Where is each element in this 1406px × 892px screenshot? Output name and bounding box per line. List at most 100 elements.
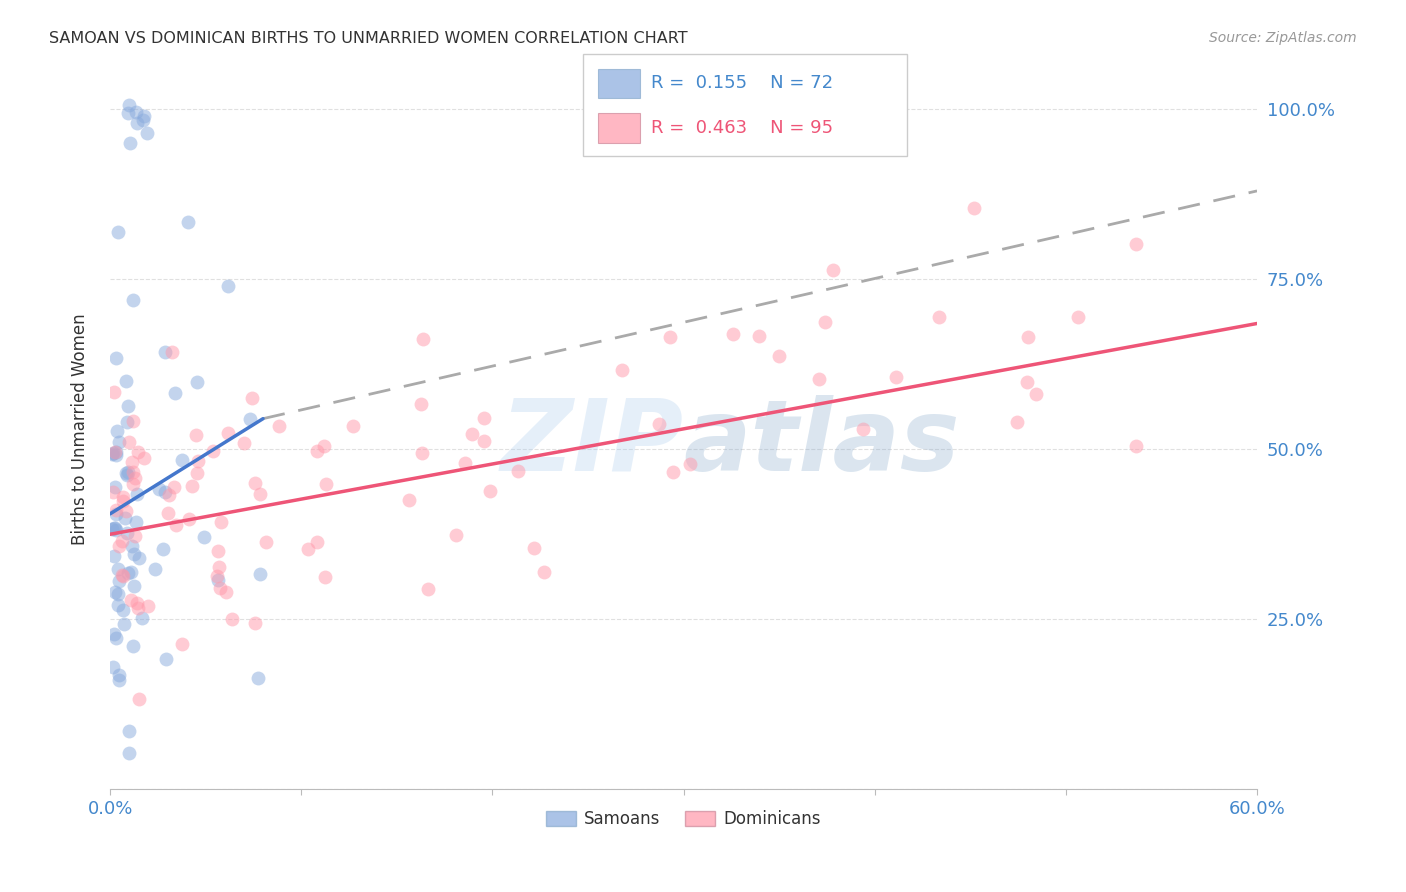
Point bbox=[201, 444, 224, 458]
Point bbox=[1005, 415, 1028, 429]
Point bbox=[101, 447, 124, 461]
Point bbox=[823, 263, 845, 277]
Point bbox=[136, 126, 159, 140]
Point bbox=[124, 471, 146, 485]
Point bbox=[131, 611, 153, 625]
Point bbox=[127, 116, 149, 130]
Point bbox=[207, 544, 229, 558]
Point bbox=[647, 417, 669, 431]
Point bbox=[506, 464, 529, 478]
Point bbox=[217, 425, 239, 440]
Point bbox=[659, 330, 682, 344]
Point bbox=[132, 109, 155, 123]
Point bbox=[103, 549, 125, 563]
Point bbox=[928, 310, 950, 324]
Point bbox=[221, 612, 243, 626]
Point bbox=[160, 344, 183, 359]
Point bbox=[143, 562, 166, 576]
Point bbox=[165, 517, 187, 532]
Point bbox=[411, 446, 433, 460]
Point bbox=[312, 440, 335, 454]
Point bbox=[122, 579, 145, 593]
Point bbox=[243, 476, 266, 491]
Point bbox=[108, 539, 131, 553]
Point bbox=[103, 484, 125, 499]
Point bbox=[239, 412, 262, 426]
Point bbox=[1015, 375, 1038, 389]
Point bbox=[122, 414, 145, 428]
Point bbox=[249, 567, 271, 582]
Text: atlas: atlas bbox=[683, 395, 960, 491]
Point bbox=[209, 515, 232, 529]
Point bbox=[122, 293, 145, 307]
Point bbox=[114, 511, 136, 525]
Point bbox=[315, 476, 337, 491]
Point bbox=[105, 523, 128, 537]
Point bbox=[208, 581, 231, 595]
Point bbox=[101, 660, 124, 674]
Point bbox=[963, 201, 986, 215]
Point bbox=[103, 384, 125, 399]
Point bbox=[1125, 439, 1147, 453]
Point bbox=[112, 494, 135, 508]
Point bbox=[120, 136, 142, 150]
Point bbox=[122, 465, 145, 479]
Point bbox=[124, 516, 146, 530]
Point bbox=[193, 530, 215, 544]
Point bbox=[249, 487, 271, 501]
Point bbox=[152, 541, 174, 556]
Point bbox=[884, 370, 907, 384]
Point bbox=[104, 448, 127, 462]
Point bbox=[121, 455, 143, 469]
Point bbox=[104, 507, 127, 521]
Point bbox=[1017, 330, 1039, 344]
Point bbox=[156, 506, 179, 520]
Point bbox=[612, 363, 634, 377]
Point bbox=[214, 585, 236, 599]
Point bbox=[101, 446, 124, 460]
Point bbox=[115, 525, 138, 540]
Point bbox=[118, 724, 141, 739]
Point bbox=[148, 483, 170, 497]
Point bbox=[117, 400, 139, 414]
Point bbox=[107, 225, 129, 239]
Point bbox=[127, 445, 149, 459]
Point bbox=[118, 434, 141, 449]
Point bbox=[111, 533, 134, 548]
Point bbox=[412, 332, 434, 346]
Point bbox=[104, 444, 127, 458]
Point bbox=[170, 452, 193, 467]
Point bbox=[108, 673, 131, 687]
Point bbox=[134, 450, 156, 465]
Point bbox=[103, 521, 125, 535]
Point bbox=[121, 539, 143, 553]
Point bbox=[240, 391, 263, 405]
Point bbox=[180, 479, 202, 493]
Point bbox=[118, 746, 141, 760]
Point bbox=[409, 397, 432, 411]
Point bbox=[814, 314, 837, 328]
Point bbox=[125, 486, 148, 500]
Text: SAMOAN VS DOMINICAN BIRTHS TO UNMARRIED WOMEN CORRELATION CHART: SAMOAN VS DOMINICAN BIRTHS TO UNMARRIED … bbox=[49, 31, 688, 46]
Point bbox=[107, 587, 129, 601]
Point bbox=[125, 596, 148, 610]
Point bbox=[112, 603, 135, 617]
Point bbox=[105, 351, 128, 365]
Point bbox=[108, 434, 131, 449]
Text: R =  0.155    N = 72: R = 0.155 N = 72 bbox=[651, 74, 834, 92]
Point bbox=[479, 483, 502, 498]
Point bbox=[117, 566, 139, 580]
Text: ZIP: ZIP bbox=[501, 395, 683, 491]
Point bbox=[114, 466, 136, 480]
Point bbox=[186, 375, 208, 389]
Point bbox=[120, 592, 142, 607]
Point bbox=[132, 113, 155, 128]
Point bbox=[165, 386, 187, 401]
Point bbox=[208, 560, 231, 574]
Point bbox=[533, 565, 555, 579]
Point bbox=[852, 422, 875, 436]
Point bbox=[122, 640, 145, 654]
Point bbox=[454, 456, 477, 470]
Point bbox=[184, 428, 207, 442]
Point bbox=[1066, 310, 1088, 324]
